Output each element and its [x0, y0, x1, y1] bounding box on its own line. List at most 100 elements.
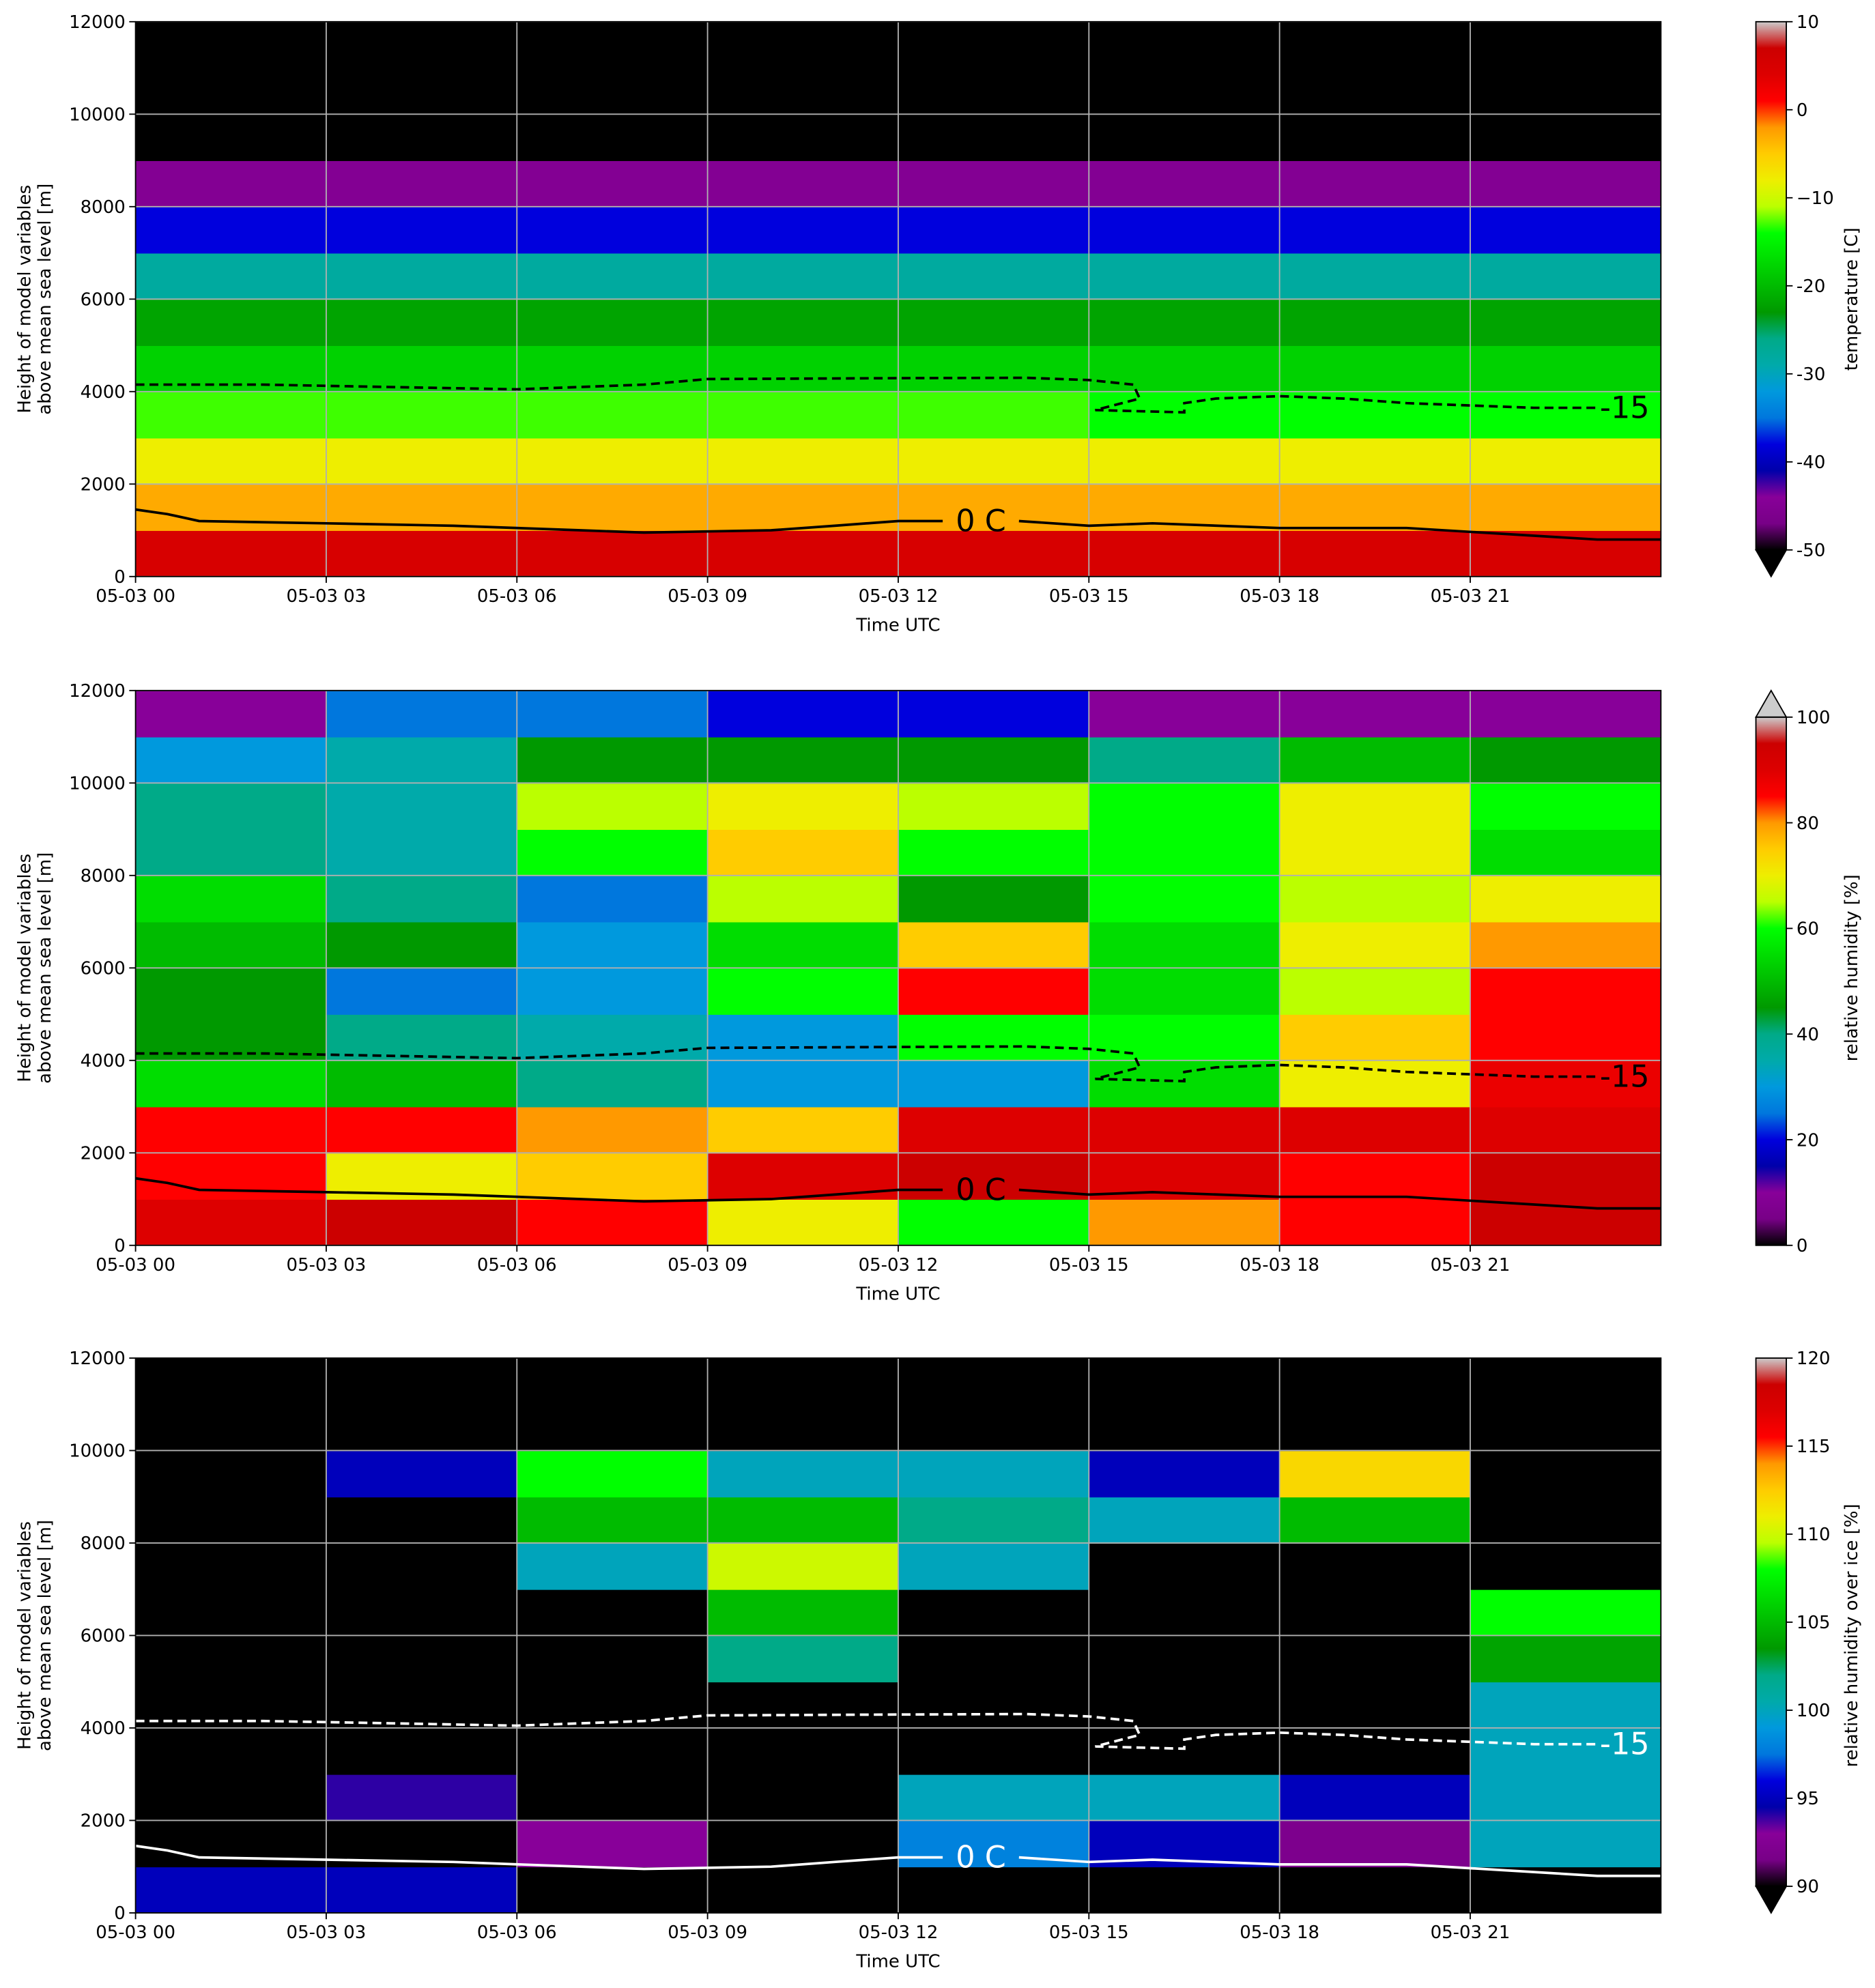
plot-area	[135, 1357, 1661, 1913]
y-tick-label: 2000	[81, 475, 126, 495]
heatmap-cell	[707, 1199, 899, 1245]
heatmap-cell	[1279, 829, 1471, 876]
heatmap-cell	[1279, 253, 1471, 300]
heatmap-cell	[1089, 968, 1280, 1015]
heatmap-cell	[135, 68, 327, 115]
heatmap-cell	[326, 68, 518, 115]
y-tick-label: 8000	[81, 866, 126, 887]
heatmap-cell	[707, 690, 899, 738]
heatmap-cell	[135, 1589, 327, 1637]
heatmap-cell	[1089, 736, 1280, 784]
heatmap-cell	[898, 1682, 1090, 1729]
heatmap-cell	[1470, 875, 1661, 923]
y-tick-label: 6000	[81, 959, 126, 979]
heatmap-cell	[707, 1014, 899, 1061]
heatmap-cell	[1279, 1774, 1471, 1821]
heatmap-cell	[1089, 1774, 1280, 1821]
heatmap-cell	[1470, 114, 1661, 161]
heatmap-cell	[1279, 921, 1471, 969]
colorbar	[1756, 21, 1787, 550]
heatmap-cell	[517, 299, 709, 346]
heatmap-cell	[1279, 1820, 1471, 1868]
heatmap-cell	[898, 1450, 1090, 1498]
colorbar-extend	[1754, 1886, 1788, 1914]
heatmap-cell	[898, 530, 1090, 577]
x-axis-label: Time UTC	[855, 1284, 940, 1305]
y-tick-label: 4000	[81, 382, 126, 403]
y-tick-label: 12000	[69, 681, 126, 702]
heatmap-cell	[135, 875, 327, 923]
heatmap-cell	[1089, 68, 1280, 115]
heatmap-cell	[898, 690, 1090, 738]
heatmap-cell	[707, 1404, 899, 1452]
heatmap-cell	[1089, 875, 1280, 923]
heatmap-cell	[1089, 1014, 1280, 1061]
heatmap-cell	[707, 299, 899, 346]
heatmap-cell	[1470, 1497, 1661, 1544]
heatmap-cell	[1089, 1635, 1280, 1683]
heatmap-cell	[517, 1589, 709, 1637]
heatmap-cell	[1279, 206, 1471, 254]
heatmap-cell	[1089, 690, 1280, 738]
heatmap-cell	[326, 968, 518, 1015]
heatmap-cell	[1279, 484, 1471, 531]
colorbar-tick-label: 40	[1797, 1024, 1819, 1045]
heatmap-cell	[1470, 736, 1661, 784]
contour-line	[135, 1177, 1661, 1210]
contour-label: 0 C	[956, 1172, 1006, 1207]
heatmap-cell	[707, 1060, 899, 1108]
heatmap-cell	[707, 1774, 899, 1821]
y-tick-label: 8000	[81, 197, 126, 218]
heatmap-cell	[135, 1497, 327, 1544]
y-tick-label: 8000	[81, 1533, 126, 1554]
heatmap-cell	[1279, 1589, 1471, 1637]
heatmap-cell	[517, 206, 709, 254]
heatmap-cell	[1470, 68, 1661, 115]
heatmap-cell	[135, 1635, 327, 1683]
heatmap-cell	[326, 391, 518, 439]
heatmap-cell	[1279, 1014, 1471, 1061]
heatmap-cell	[517, 1682, 709, 1729]
heatmap-cell	[517, 253, 709, 300]
heatmap-cell	[1470, 1820, 1661, 1868]
heatmap-cell	[898, 783, 1090, 830]
heatmap-cell	[326, 1357, 518, 1405]
heatmap-cell	[517, 1727, 709, 1775]
contour-label: 0 C	[956, 503, 1006, 538]
heatmap-cell	[1470, 1450, 1661, 1498]
heatmap-cell	[898, 1199, 1090, 1245]
heatmap-cell	[1279, 1497, 1471, 1544]
heatmap-cell	[1089, 206, 1280, 254]
heatmap-cell	[707, 968, 899, 1015]
axes-frame	[134, 1357, 1662, 1914]
heatmap-cell	[707, 114, 899, 161]
heatmap-cell	[898, 1774, 1090, 1821]
heatmap-cell	[135, 1106, 327, 1154]
heatmap-cell	[326, 875, 518, 923]
heatmap-cell	[1470, 206, 1661, 254]
plot-area	[135, 21, 1661, 577]
contour-line	[135, 1045, 1598, 1083]
y-tick-label: 6000	[81, 290, 126, 311]
heatmap-cell	[707, 736, 899, 784]
heatmap-cell	[1089, 391, 1280, 439]
heatmap-cell	[1089, 437, 1280, 485]
heatmap-cell	[517, 783, 709, 830]
heatmap-cell	[517, 1060, 709, 1108]
x-tick-label: 05-03 09	[668, 1922, 747, 1943]
colorbar-tick-label: −10	[1797, 188, 1834, 209]
heatmap-cell	[135, 1060, 327, 1108]
heatmap-cell	[898, 391, 1090, 439]
heatmap-cell	[1279, 68, 1471, 115]
heatmap-cell	[1470, 391, 1661, 439]
heatmap-cell	[326, 21, 518, 69]
heatmap-cell	[1279, 391, 1471, 439]
heatmap-cell	[135, 690, 327, 738]
heatmap-cell	[898, 829, 1090, 876]
heatmap-cell	[707, 1867, 899, 1913]
heatmap-cell	[1279, 1357, 1471, 1405]
heatmap-cell	[1470, 1060, 1661, 1108]
y-tick-label: 2000	[81, 1811, 126, 1832]
heatmap-cell	[326, 1199, 518, 1245]
